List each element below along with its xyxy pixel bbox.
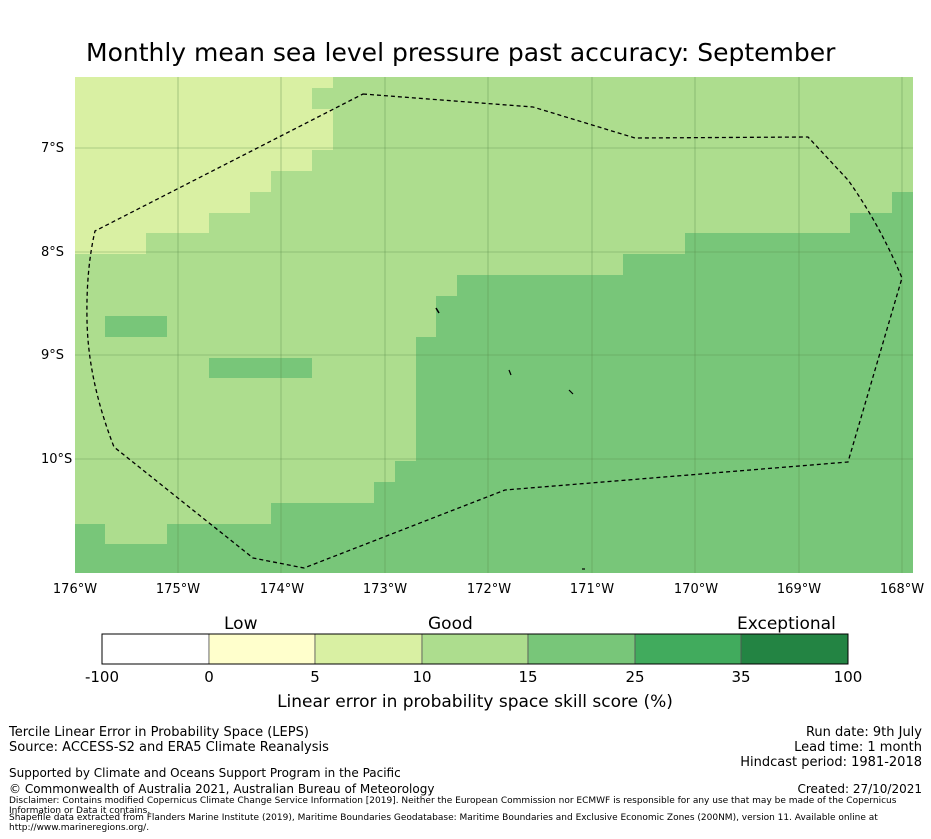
skill-map <box>75 77 913 573</box>
colorbar-segment <box>634 633 742 665</box>
page-title: Monthly mean sea level pressure past acc… <box>86 38 836 67</box>
lon-label: 174°W <box>259 582 305 597</box>
colorbar-segment <box>421 633 529 665</box>
colorbar-tick: 25 <box>625 668 645 686</box>
disclaimer-text: Disclaimer: Contains modified Copernicus… <box>9 796 897 816</box>
copyright-text: © Commonwealth of Australia 2021, Austra… <box>9 782 435 796</box>
category-low: Low <box>224 614 258 634</box>
colorbar-segment <box>314 633 423 665</box>
gridlines <box>75 77 913 573</box>
eez-boundary <box>86 93 903 569</box>
colorbar-tick: 0 <box>204 668 214 686</box>
lead-time: Lead time: 1 month <box>794 740 922 755</box>
colorbar-tick: 15 <box>518 668 538 686</box>
category-exceptional: Exceptional <box>737 614 836 634</box>
colorbar-label: Linear error in probability space skill … <box>277 692 673 712</box>
colorbar-segment <box>101 633 210 665</box>
good-cell <box>312 88 333 109</box>
hindcast-period: Hindcast period: 1981-2018 <box>740 755 922 770</box>
run-date: Run date: 9th July <box>805 725 922 740</box>
high-skill-cell <box>105 316 167 337</box>
island <box>568 389 574 395</box>
low-skill-region <box>75 77 333 254</box>
colorbar-tick: 10 <box>412 668 432 686</box>
shapefile-credit: Shapefile data extracted from Flanders M… <box>9 813 878 833</box>
colorbar <box>101 633 849 665</box>
lon-label: 176°W <box>52 582 98 597</box>
lon-label: 172°W <box>466 582 512 597</box>
lat-label: 9°S <box>41 348 65 363</box>
colorbar-segment <box>740 633 849 665</box>
colorbar-segment <box>527 633 636 665</box>
lon-label: 169°W <box>776 582 822 597</box>
source-text: Source: ACCESS-S2 and ERA5 Climate Reana… <box>9 740 329 755</box>
high-skill-cell <box>209 358 312 378</box>
colorbar-tick: 35 <box>731 668 751 686</box>
colorbar-tick: 5 <box>310 668 320 686</box>
colorbar-segment <box>208 633 316 665</box>
colorbar-tick: -100 <box>84 668 120 686</box>
method-text: Tercile Linear Error in Probability Spac… <box>9 725 309 740</box>
created-date: Created: 27/10/2021 <box>797 782 922 796</box>
colorbar-tick: 100 <box>833 668 863 686</box>
island <box>508 369 512 376</box>
lon-label: 168°W <box>879 582 925 597</box>
lat-label: 7°S <box>41 141 65 156</box>
lon-label: 170°W <box>673 582 719 597</box>
category-good: Good <box>428 614 473 634</box>
lon-label: 173°W <box>362 582 408 597</box>
island <box>435 307 440 314</box>
lat-label: 8°S <box>41 245 65 260</box>
lon-label: 171°W <box>569 582 615 597</box>
lat-label: 10°S <box>41 452 73 467</box>
lon-label: 175°W <box>155 582 201 597</box>
high-skill-region <box>75 192 913 573</box>
support-text: Supported by Climate and Oceans Support … <box>9 766 401 780</box>
